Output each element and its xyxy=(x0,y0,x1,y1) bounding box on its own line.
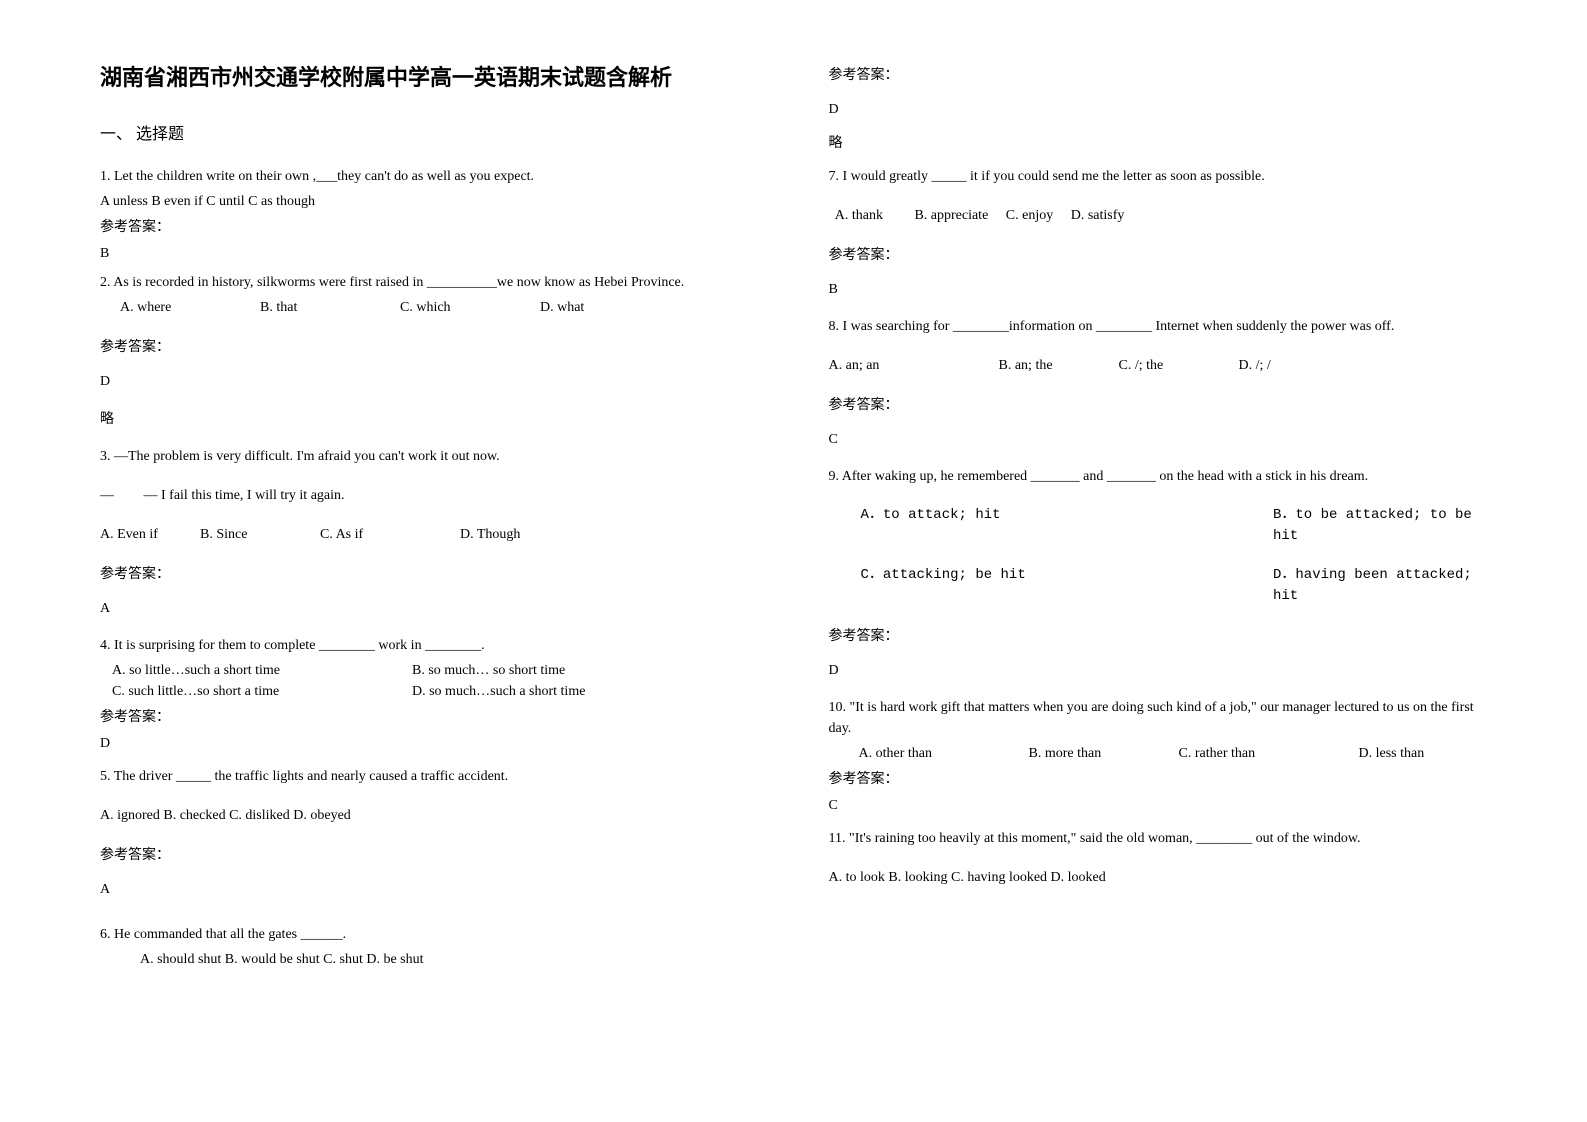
q2-text: 2. As is recorded in history, silkworms … xyxy=(100,272,769,293)
dash-icon: — xyxy=(100,485,130,506)
q6-answer: D xyxy=(829,102,1498,118)
q6-text: 6. He commanded that all the gates _____… xyxy=(100,924,769,945)
section-header: 一、 选择题 xyxy=(100,120,769,144)
q4-opt-c: C. such little…so short a time xyxy=(112,681,412,702)
q6-answer-label: 参考答案： xyxy=(829,64,1498,84)
q9-options-row2: C．attacking; be hit D．having been attack… xyxy=(829,565,1498,607)
q10-opt-b: B. more than xyxy=(1029,743,1179,764)
q4-answer: D xyxy=(100,736,769,752)
q1-options: A unless B even if C until C as though xyxy=(100,191,769,212)
q8-opt-d: D. /; / xyxy=(1239,355,1271,376)
q3-opt-c: C. As if xyxy=(320,524,460,545)
q4-opt-d: D. so much…such a short time xyxy=(412,681,585,702)
q10-answer: C xyxy=(829,798,1498,814)
q5-options: A. ignored B. checked C. disliked D. obe… xyxy=(100,805,769,826)
q2-answer-label: 参考答案： xyxy=(100,336,769,356)
q8-opt-a: A. an; an xyxy=(829,355,999,376)
left-column: 湖南省湘西市州交通学校附属中学高一英语期末试题含解析 一、 选择题 1. Let… xyxy=(100,60,769,1082)
q2-opt-a: A. where xyxy=(120,297,260,318)
q2-opt-b: B. that xyxy=(260,297,400,318)
q8-opt-b: B. an; the xyxy=(999,355,1119,376)
q10-answer-label: 参考答案： xyxy=(829,768,1498,788)
q10-opt-d: D. less than xyxy=(1359,743,1425,764)
q3-opt-a: A. Even if xyxy=(100,524,200,545)
q3-opt-d: D. Though xyxy=(460,524,520,545)
q9-opt-a: A．to attack; hit xyxy=(829,505,1273,547)
q8-answer-label: 参考答案： xyxy=(829,394,1498,414)
q10-opt-c: C. rather than xyxy=(1179,743,1359,764)
q3-options: A. Even if B. Since C. As if D. Though xyxy=(100,524,769,545)
q9-answer: D xyxy=(829,663,1498,679)
q2-opt-c: C. which xyxy=(400,297,540,318)
q2-note: 略 xyxy=(100,408,769,428)
q4-options: A. so little…such a short time B. so muc… xyxy=(100,660,769,702)
q10-opt-a: A. other than xyxy=(859,743,1029,764)
q8-answer: C xyxy=(829,432,1498,448)
q3-line1: 3. —The problem is very difficult. I'm a… xyxy=(100,446,769,467)
q8-text: 8. I was searching for ________informati… xyxy=(829,316,1498,337)
q9-text: 9. After waking up, he remembered ______… xyxy=(829,466,1498,487)
q9-opt-d: D．having been attacked; hit xyxy=(1273,565,1497,607)
q5-text: 5. The driver _____ the traffic lights a… xyxy=(100,766,769,787)
q4-text: 4. It is surprising for them to complete… xyxy=(100,635,769,656)
q6-note: 略 xyxy=(829,132,1498,152)
q1-answer: B xyxy=(100,246,769,262)
q9-answer-label: 参考答案： xyxy=(829,625,1498,645)
q9-options-row1: A．to attack; hit B．to be attacked; to be… xyxy=(829,505,1498,547)
q2-options: A. where B. that C. which D. what xyxy=(100,297,769,318)
q9-opt-c: C．attacking; be hit xyxy=(829,565,1273,607)
q4-opt-a: A. so little…such a short time xyxy=(112,660,412,681)
q3-line2: — — I fail this time, I will try it agai… xyxy=(100,485,769,506)
q5-answer-label: 参考答案： xyxy=(100,844,769,864)
q3-opt-b: B. Since xyxy=(200,524,320,545)
q4-opt-b: B. so much… so short time xyxy=(412,660,565,681)
q7-answer: B xyxy=(829,282,1498,298)
q4-answer-label: 参考答案： xyxy=(100,706,769,726)
q11-options: A. to look B. looking C. having looked D… xyxy=(829,867,1498,888)
q9-opt-b: B．to be attacked; to be hit xyxy=(1273,505,1497,547)
q3-answer-label: 参考答案： xyxy=(100,563,769,583)
q10-options: A. other than B. more than C. rather tha… xyxy=(829,743,1498,764)
q8-options: A. an; an B. an; the C. /; the D. /; / xyxy=(829,355,1498,376)
document-title: 湖南省湘西市州交通学校附属中学高一英语期末试题含解析 xyxy=(100,60,769,92)
q5-answer: A xyxy=(100,882,769,898)
q3-answer: A xyxy=(100,601,769,617)
q7-options: A. thank B. appreciate C. enjoy D. satis… xyxy=(829,205,1498,226)
q10-text: 10. "It is hard work gift that matters w… xyxy=(829,697,1498,739)
q2-answer: D xyxy=(100,374,769,390)
q6-options: A. should shut B. would be shut C. shut … xyxy=(100,949,769,970)
q8-opt-c: C. /; the xyxy=(1119,355,1239,376)
q7-text: 7. I would greatly _____ it if you could… xyxy=(829,166,1498,187)
q11-text: 11. "It's raining too heavily at this mo… xyxy=(829,828,1498,849)
q7-answer-label: 参考答案： xyxy=(829,244,1498,264)
q2-opt-d: D. what xyxy=(540,297,584,318)
q1-answer-label: 参考答案： xyxy=(100,216,769,236)
right-column: 参考答案： D 略 7. I would greatly _____ it if… xyxy=(829,60,1498,1082)
q1-text: 1. Let the children write on their own ,… xyxy=(100,166,769,187)
